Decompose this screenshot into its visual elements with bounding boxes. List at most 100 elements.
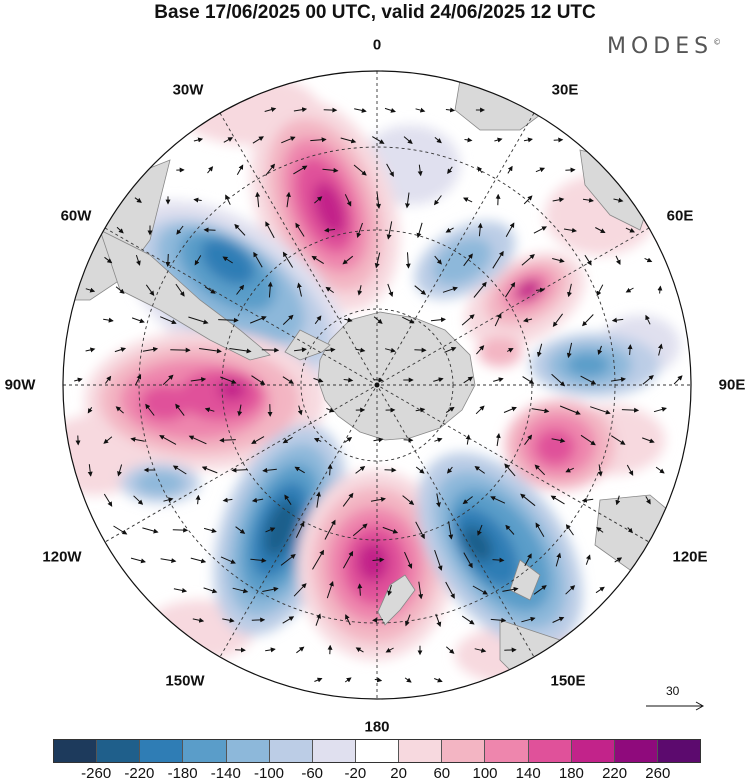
wind-arrow: [382, 526, 399, 534]
wind-arrow: [565, 585, 576, 595]
wind-arrow: [445, 406, 455, 414]
wind-arrow: [190, 557, 207, 564]
wind-arrow: [236, 284, 245, 295]
wind-arrow: [251, 436, 265, 444]
wind-arrow: [434, 137, 442, 144]
wind-arrow: [195, 494, 201, 505]
lon-label-90e: 90E: [718, 376, 746, 394]
wind-arrow: [294, 466, 305, 474]
wind-arrow: [296, 282, 302, 297]
wind-arrow: [434, 677, 443, 683]
wind-arrow: [523, 317, 533, 323]
lon-label-0: 0: [372, 36, 382, 54]
wind-arrow: [262, 586, 279, 592]
wind-arrow: [552, 616, 565, 623]
wind-arrow: [250, 557, 267, 563]
wind-arrow: [201, 466, 218, 474]
wind-arrow: [585, 554, 591, 565]
wind-arrow: [222, 256, 233, 264]
wind-arrow: [310, 137, 327, 143]
wind-arrow: [414, 285, 427, 295]
wind-arrow: [533, 585, 547, 595]
wind-arrow: [267, 281, 273, 298]
wind-arrow: [492, 557, 505, 563]
wind-arrow: [231, 467, 248, 473]
wind-arrow: [342, 255, 354, 265]
wind-arrow: [374, 677, 383, 683]
colorbar-tick-label: 180: [558, 765, 584, 782]
wind-arrow: [135, 254, 141, 266]
wind-arrow: [463, 253, 473, 267]
wind-arrow: [434, 437, 443, 443]
wind-arrow: [474, 466, 485, 474]
brand-name: MODES: [607, 34, 714, 59]
colorbar-tick-label: -220: [124, 765, 155, 782]
wind-arrow: [387, 283, 394, 298]
wind-arrow: [237, 404, 243, 417]
colorbar-segment: [656, 740, 701, 762]
wind-arrow: [502, 586, 519, 592]
wind-arrow: [159, 435, 177, 445]
wind-arrow: [297, 405, 303, 416]
wind-arrow: [74, 377, 83, 383]
wind-arrow: [344, 437, 353, 443]
wind-arrow: [494, 312, 502, 327]
wind-arrow: [627, 527, 633, 534]
wind-arrow: [357, 285, 363, 296]
colorbar-segment: [225, 740, 269, 762]
wind-arrow: [354, 107, 367, 113]
wind-arrow: [220, 376, 237, 384]
colorbar-segment: [96, 740, 140, 762]
wind-arrow: [655, 466, 665, 474]
wind-arrow: [313, 377, 324, 383]
wind-arrow: [293, 165, 308, 175]
wind-arrow: [384, 347, 396, 353]
colorbar-tick-label: -60: [301, 765, 324, 782]
wind-arrow: [325, 347, 336, 353]
wind-arrow: [531, 408, 550, 414]
wind-arrow: [160, 558, 177, 564]
wind-arrow: [344, 317, 353, 323]
wind-arrow: [448, 521, 454, 540]
wind-arrow: [265, 221, 275, 239]
wind-arrow: [372, 557, 385, 563]
wind-arrow: [435, 613, 442, 628]
wind-arrow: [261, 347, 280, 353]
colorbar-segment: [441, 740, 485, 762]
wind-arrow: [507, 165, 513, 174]
wind-arrow: [250, 316, 267, 324]
wind-arrow: [503, 406, 517, 413]
wind-arrow: [477, 524, 483, 536]
wind-arrow: [322, 167, 339, 173]
wind-arrow: [657, 343, 663, 356]
wind-arrow: [565, 167, 576, 173]
wind-arrow: [533, 226, 547, 234]
wind-arrow: [372, 136, 385, 144]
wind-arrow: [463, 552, 473, 569]
wind-arrow: [611, 317, 624, 323]
wind-arrow: [282, 376, 294, 384]
wind-arrow: [356, 222, 363, 238]
wind-arrow: [625, 227, 636, 233]
wind-arrow: [536, 343, 543, 358]
colorbar-segment: [54, 740, 97, 762]
wind-arrow: [142, 346, 159, 352]
wind-arrow: [559, 405, 581, 415]
wind-arrow: [134, 197, 142, 203]
wind-arrow: [376, 191, 381, 209]
wind-arrow: [465, 434, 471, 445]
wind-arrow: [462, 496, 473, 505]
wind-arrow: [172, 465, 187, 475]
wind-arrow: [265, 163, 276, 176]
colorbar-tick-label: -20: [344, 765, 367, 782]
wind-arrow: [505, 524, 515, 535]
wind-arrow: [535, 522, 545, 537]
wind-arrow: [476, 345, 485, 355]
colorbar-tick-label: -100: [253, 765, 285, 782]
map-disc: [63, 71, 691, 699]
wind-arrow: [175, 283, 185, 297]
wind-arrow: [415, 466, 425, 474]
lon-label-150e: 150E: [550, 672, 586, 690]
wind-arrow: [610, 377, 626, 382]
